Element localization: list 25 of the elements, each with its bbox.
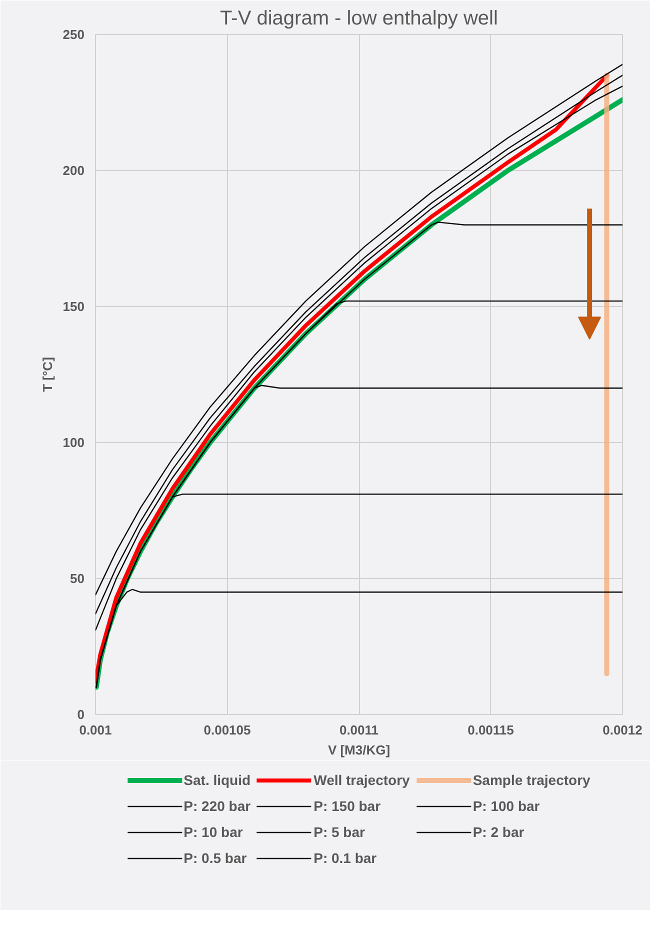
x-tick-label: 0.001 bbox=[79, 722, 112, 738]
y-tick-label: 200 bbox=[62, 163, 85, 178]
x-tick-label: 0.0012 bbox=[602, 722, 642, 738]
legend-label: P: 5 bar bbox=[314, 824, 365, 840]
y-tick-label: 150 bbox=[62, 299, 85, 314]
legend-label: P: 100 bar bbox=[472, 798, 540, 814]
x-tick-label: 0.00105 bbox=[204, 722, 251, 738]
legend-label: P: 220 bar bbox=[184, 798, 251, 814]
legend-label: Sat. liquid bbox=[184, 772, 251, 788]
y-tick-label: 100 bbox=[62, 435, 85, 450]
legend-label: P: 10 bar bbox=[184, 824, 243, 840]
legend-label: P: 0.1 bar bbox=[314, 850, 377, 866]
y-axis-title: T [°C] bbox=[40, 357, 55, 392]
legend-label: P: 0.5 bar bbox=[184, 850, 247, 866]
legend-label: P: 150 bar bbox=[314, 798, 381, 814]
legend-label: Well trajectory bbox=[314, 772, 410, 788]
x-tick-label: 0.00115 bbox=[468, 722, 514, 738]
legend-label: P: 2 bar bbox=[472, 824, 524, 840]
x-axis-title: V [M3/KG] bbox=[328, 742, 390, 758]
y-tick-label: 50 bbox=[70, 571, 85, 586]
y-tick-label: 0 bbox=[77, 707, 85, 722]
legend-label: Sample trajectory bbox=[472, 772, 590, 788]
x-tick-label: 0.0011 bbox=[339, 722, 379, 738]
y-tick-label: 250 bbox=[62, 27, 85, 42]
chart-title: T-V diagram - low enthalpy well bbox=[220, 8, 498, 30]
